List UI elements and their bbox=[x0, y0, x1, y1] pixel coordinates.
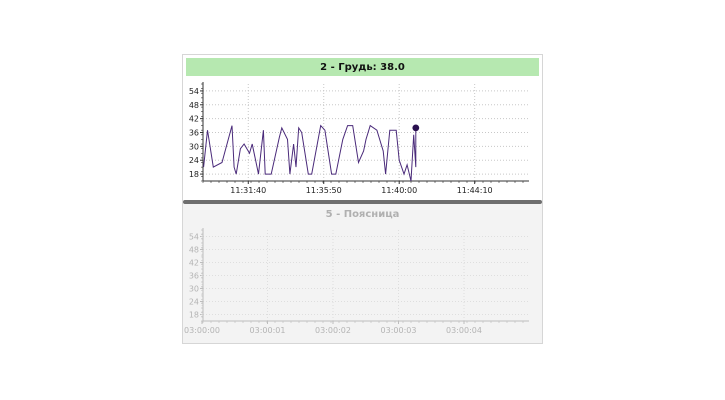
sensor-chart-widget: 2 - Грудь: 38.0 54 48 42 36 30 24 18 11:31:40 11… bbox=[182, 54, 543, 344]
x-tick-label: 11:35:50 bbox=[306, 186, 342, 195]
x-tick-label: 11:40:00 bbox=[381, 186, 417, 195]
y-tick-label: 30 bbox=[189, 285, 199, 294]
current-value-marker bbox=[412, 124, 420, 132]
y-tick-label: 42 bbox=[189, 115, 199, 124]
y-tick-label: 30 bbox=[189, 142, 199, 151]
y-tick-label: 36 bbox=[189, 129, 199, 138]
y-tick-label: 54 bbox=[189, 233, 199, 242]
x-tick-label: 03:00:01 bbox=[250, 326, 286, 335]
y-tick-label: 24 bbox=[189, 156, 199, 165]
y-tick-label: 48 bbox=[189, 246, 199, 255]
y-tick-label: 54 bbox=[189, 87, 199, 96]
y-tick-label: 18 bbox=[189, 170, 199, 179]
x-tick-label: 03:00:04 bbox=[446, 326, 482, 335]
chest-line-chart[interactable]: 54 48 42 36 30 24 18 11:31:40 11:35:50 11:40:00 11… bbox=[183, 76, 542, 200]
x-tick-label: 03:00:03 bbox=[381, 326, 417, 335]
chest-chart-panel[interactable]: 2 - Грудь: 38.0 54 48 42 36 30 24 18 11:31:40 11… bbox=[183, 55, 542, 200]
y-tick-label: 24 bbox=[189, 298, 199, 307]
y-tick-label: 42 bbox=[189, 259, 199, 268]
chest-series-line bbox=[203, 124, 417, 181]
lumbar-chart-header: 5 - Поясница bbox=[186, 205, 539, 223]
chest-chart-header: 2 - Грудь: 38.0 bbox=[186, 58, 539, 76]
x-tick-label: 11:31:40 bbox=[230, 186, 266, 195]
lumbar-line-chart[interactable]: 54 48 42 36 30 24 18 03:00:00 03:00:01 03:00:02 03… bbox=[183, 223, 542, 341]
panel-splitter-handle[interactable] bbox=[183, 200, 542, 204]
y-tick-label: 18 bbox=[189, 311, 199, 320]
lumbar-chart-panel[interactable]: 5 - Поясница 54 48 42 36 30 24 18 03:00:00 03:00… bbox=[183, 204, 542, 343]
lumbar-chart-title: 5 - Поясница bbox=[325, 208, 400, 220]
y-tick-label: 36 bbox=[189, 272, 199, 281]
chest-chart-title: 2 - Грудь: 38.0 bbox=[320, 61, 405, 73]
x-tick-label: 11:44:10 bbox=[457, 186, 493, 195]
y-tick-label: 48 bbox=[189, 101, 199, 110]
x-tick-label: 03:00:02 bbox=[315, 326, 351, 335]
x-tick-label: 03:00:00 bbox=[184, 326, 220, 335]
